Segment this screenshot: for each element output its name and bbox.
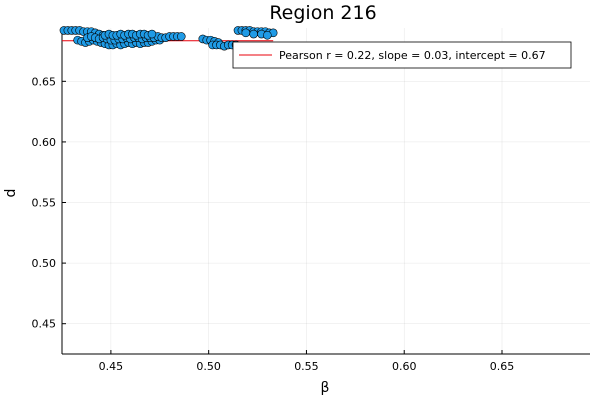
data-points — [59, 26, 278, 51]
x-tick-label: 0.60 — [392, 360, 417, 373]
data-point — [249, 29, 258, 39]
x-axis-label: β — [321, 380, 330, 396]
legend-entry-label: Pearson r = 0.22, slope = 0.03, intercep… — [279, 49, 546, 62]
y-tick-label: 0.55 — [32, 197, 57, 210]
data-point — [241, 28, 251, 38]
y-tick-label: 0.45 — [32, 318, 57, 331]
x-tick-label: 0.45 — [99, 360, 124, 373]
legend: Pearson r = 0.22, slope = 0.03, intercep… — [232, 41, 572, 69]
data-point — [147, 29, 157, 39]
chart-title: Region 216 — [269, 2, 376, 24]
y-tick-label: 0.50 — [32, 257, 57, 270]
grid — [62, 28, 590, 354]
y-axis-label: d — [3, 189, 19, 198]
tick-labels: 0.45 0.50 0.55 0.60 0.65 0.45 0.50 0.55 0.60 0.65 — [32, 75, 515, 373]
data-point — [176, 32, 186, 41]
x-tick-label: 0.50 — [196, 360, 221, 373]
x-tick-label: 0.55 — [294, 360, 319, 373]
data-point — [263, 30, 272, 40]
x-tick-label: 0.65 — [490, 360, 515, 373]
legend-box — [232, 41, 572, 69]
y-tick-label: 0.65 — [32, 75, 57, 88]
y-tick-label: 0.60 — [32, 136, 57, 149]
axes-frame — [61, 28, 590, 355]
